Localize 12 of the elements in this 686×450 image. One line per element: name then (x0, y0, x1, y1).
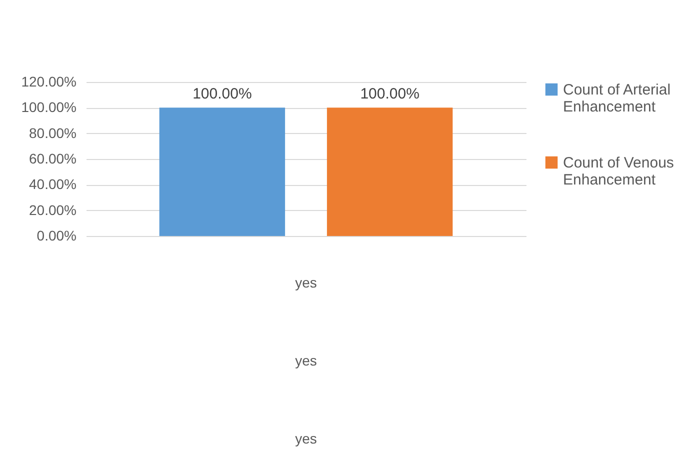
y-tick-label: 0.00% (36, 228, 76, 244)
text: 100.00% (360, 86, 420, 103)
y-tick-label: 100.00% (21, 99, 76, 116)
y-tick-label: 20.00% (29, 202, 76, 218)
category-label: yes yes yes (295, 274, 317, 446)
text: 100.00% (192, 86, 252, 103)
legend-label: Count of Venous Enhancement (563, 154, 674, 188)
y-tick-label: 80.00% (29, 124, 76, 141)
y-tick-label: 120.00% (21, 74, 76, 90)
legend-label: Count of Arterial Enhancement (563, 82, 671, 116)
y-tick-label: 60.00% (29, 150, 76, 166)
y-tick-label: 40.00% (29, 176, 76, 192)
